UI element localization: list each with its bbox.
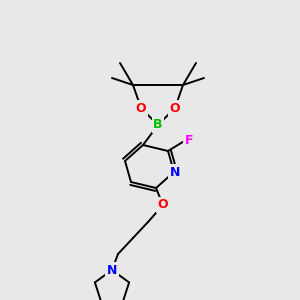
Text: F: F [185,134,193,146]
Text: N: N [107,263,117,277]
Text: O: O [158,199,168,212]
Text: B: B [153,118,163,131]
Text: N: N [170,166,180,178]
Text: O: O [136,101,146,115]
Text: N: N [107,263,117,277]
Text: O: O [170,101,180,115]
